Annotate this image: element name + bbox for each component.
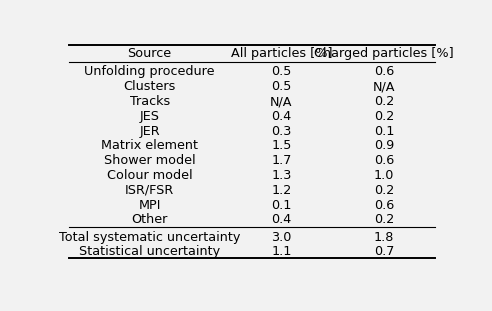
- Text: 0.7: 0.7: [374, 245, 394, 258]
- Text: Colour model: Colour model: [107, 169, 192, 182]
- Text: N/A: N/A: [270, 95, 293, 108]
- Text: 1.0: 1.0: [374, 169, 394, 182]
- Text: 0.5: 0.5: [271, 65, 292, 78]
- Text: 0.1: 0.1: [374, 125, 394, 138]
- Text: Unfolding procedure: Unfolding procedure: [85, 65, 215, 78]
- Text: Source: Source: [127, 47, 172, 60]
- Text: 0.1: 0.1: [271, 199, 292, 212]
- Text: 0.6: 0.6: [374, 65, 394, 78]
- Text: JER: JER: [139, 125, 160, 138]
- Text: 0.2: 0.2: [374, 184, 394, 197]
- Text: Other: Other: [131, 213, 168, 226]
- Text: Tracks: Tracks: [129, 95, 170, 108]
- Text: Matrix element: Matrix element: [101, 139, 198, 152]
- Text: 1.3: 1.3: [271, 169, 292, 182]
- Text: 0.2: 0.2: [374, 213, 394, 226]
- Text: 0.4: 0.4: [271, 110, 292, 123]
- Text: 0.9: 0.9: [374, 139, 394, 152]
- Text: Charged particles [%]: Charged particles [%]: [314, 47, 454, 60]
- Text: Total systematic uncertainty: Total systematic uncertainty: [59, 230, 241, 244]
- Text: 1.2: 1.2: [271, 184, 292, 197]
- Text: Statistical uncertainty: Statistical uncertainty: [79, 245, 220, 258]
- Text: 0.6: 0.6: [374, 154, 394, 167]
- Text: ISR/FSR: ISR/FSR: [125, 184, 174, 197]
- Text: 0.5: 0.5: [271, 80, 292, 93]
- Text: 0.6: 0.6: [374, 199, 394, 212]
- Text: 1.7: 1.7: [271, 154, 292, 167]
- Text: 1.8: 1.8: [374, 230, 394, 244]
- Text: N/A: N/A: [372, 80, 395, 93]
- Text: Clusters: Clusters: [123, 80, 176, 93]
- Text: 1.5: 1.5: [271, 139, 292, 152]
- Text: 1.1: 1.1: [271, 245, 292, 258]
- Text: 0.2: 0.2: [374, 95, 394, 108]
- Text: 3.0: 3.0: [271, 230, 292, 244]
- Text: 0.3: 0.3: [271, 125, 292, 138]
- Text: MPI: MPI: [138, 199, 161, 212]
- Text: 0.4: 0.4: [271, 213, 292, 226]
- Text: JES: JES: [140, 110, 160, 123]
- Text: Shower model: Shower model: [104, 154, 195, 167]
- Text: 0.2: 0.2: [374, 110, 394, 123]
- Text: All particles [%]: All particles [%]: [231, 47, 332, 60]
